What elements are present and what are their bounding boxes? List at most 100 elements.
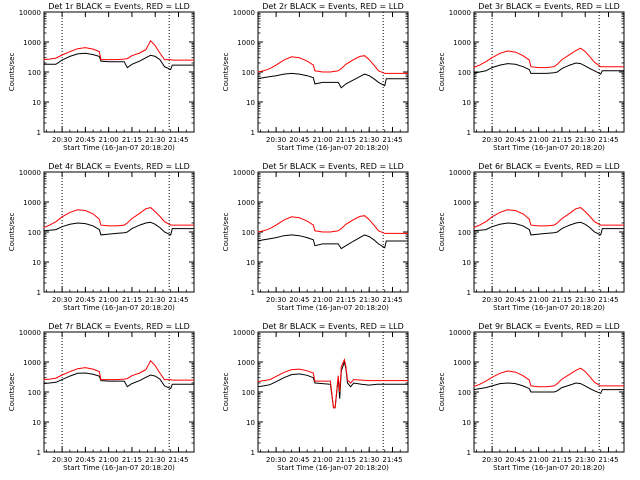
x-tick-label: 21:00 <box>313 136 333 144</box>
y-tick-label: 1 <box>251 129 255 137</box>
x-tick-label: 21:45 <box>168 136 188 144</box>
events-series-line <box>257 234 408 250</box>
lld-series-line <box>43 359 194 381</box>
y-tick-label: 100 <box>28 229 41 237</box>
lld-series-line <box>473 47 624 69</box>
x-tick-label: 21:00 <box>529 456 549 464</box>
panel-9: Det 9r BLACK = Events, RED = LLD 1 10 100 10… <box>438 322 625 472</box>
x-tick-label: 20:30 <box>266 136 286 144</box>
x-tick-label: 21:15 <box>122 136 142 144</box>
x-tick-label: 20:30 <box>52 296 72 304</box>
y-tick-label: 1000 <box>23 39 41 47</box>
y-axis-label: Counts/sec <box>438 53 446 92</box>
x-tick-label: 21:30 <box>575 296 595 304</box>
y-tick-label: 1000 <box>237 39 255 47</box>
y-tick-label: 10000 <box>19 9 41 17</box>
x-tick-label: 21:00 <box>529 136 549 144</box>
panel-7: Det 7r BLACK = Events, RED = LLD 1 10 100 10… <box>8 322 195 472</box>
panel-2: Det 2r BLACK = Events, RED = LLD 1 10 100 10… <box>222 2 409 152</box>
x-tick-label: 21:45 <box>598 456 618 464</box>
x-tick-label: 21:30 <box>575 136 595 144</box>
x-tick-label: 21:45 <box>382 456 402 464</box>
x-tick-label: 21:15 <box>122 296 142 304</box>
y-tick-label: 1000 <box>237 359 255 367</box>
y-axis-label: Counts/sec <box>8 373 16 412</box>
x-tick-label: 21:15 <box>122 456 142 464</box>
x-tick-label: 20:30 <box>52 136 72 144</box>
y-tick-label: 10 <box>246 419 255 427</box>
x-tick-label: 20:30 <box>266 456 286 464</box>
events-series-line <box>473 382 624 395</box>
y-tick-label: 10 <box>462 259 471 267</box>
x-tick-label: 20:30 <box>266 296 286 304</box>
x-tick-label: 21:00 <box>99 136 119 144</box>
x-tick-label: 21:45 <box>168 296 188 304</box>
events-series-line <box>257 72 408 89</box>
events-series-line <box>473 221 624 236</box>
x-tick-label: 21:15 <box>336 456 356 464</box>
y-tick-label: 1000 <box>23 199 41 207</box>
y-axis-label: Counts/sec <box>222 373 230 412</box>
x-tick-label: 20:30 <box>482 136 502 144</box>
x-tick-label: 20:45 <box>505 296 525 304</box>
y-tick-label: 10 <box>462 99 471 107</box>
x-tick-label: 20:30 <box>52 456 72 464</box>
x-tick-label: 21:15 <box>552 136 572 144</box>
y-tick-label: 1000 <box>453 39 471 47</box>
x-axis-label: Start Time (16-Jan-07 20:18:20) <box>277 464 389 472</box>
y-tick-label: 100 <box>28 69 41 77</box>
panel-title: Det 4r BLACK = Events, RED = LLD <box>48 162 190 171</box>
y-tick-label: 10000 <box>19 329 41 337</box>
x-tick-label: 21:15 <box>336 136 356 144</box>
x-tick-label: 20:45 <box>289 456 309 464</box>
x-tick-label: 20:45 <box>289 296 309 304</box>
plot-frame <box>257 331 409 453</box>
x-tick-label: 21:15 <box>552 456 572 464</box>
y-axis-label: Counts/sec <box>438 213 446 252</box>
x-axis-label: Start Time (16-Jan-07 20:18:20) <box>493 304 605 312</box>
x-tick-label: 21:00 <box>313 296 333 304</box>
panel-title: Det 9r BLACK = Events, RED = LLD <box>478 322 620 331</box>
panel-6: Det 6r BLACK = Events, RED = LLD 1 10 100 10… <box>438 162 625 312</box>
y-tick-label: 10000 <box>19 169 41 177</box>
y-tick-label: 10 <box>246 259 255 267</box>
y-tick-label: 10000 <box>233 169 255 177</box>
x-axis-label: Start Time (16-Jan-07 20:18:20) <box>277 144 389 152</box>
panel-5: Det 5r BLACK = Events, RED = LLD 1 10 100 10… <box>222 162 409 312</box>
lld-series-line <box>257 55 408 74</box>
x-tick-label: 20:45 <box>505 456 525 464</box>
x-tick-label: 21:30 <box>359 296 379 304</box>
x-tick-label: 20:45 <box>75 296 95 304</box>
x-tick-label: 20:45 <box>75 456 95 464</box>
x-axis-label: Start Time (16-Jan-07 20:18:20) <box>277 304 389 312</box>
panel-3: Det 3r BLACK = Events, RED = LLD 1 10 100 10… <box>438 2 625 152</box>
x-tick-label: 21:00 <box>99 296 119 304</box>
x-axis-label: Start Time (16-Jan-07 20:18:20) <box>493 464 605 472</box>
x-tick-label: 20:45 <box>505 136 525 144</box>
y-tick-label: 10 <box>32 259 41 267</box>
x-tick-label: 21:30 <box>359 136 379 144</box>
x-tick-label: 21:45 <box>168 456 188 464</box>
y-tick-label: 1000 <box>237 199 255 207</box>
x-axis-label: Start Time (16-Jan-07 20:18:20) <box>63 304 175 312</box>
panel-title: Det 5r BLACK = Events, RED = LLD <box>262 162 404 171</box>
panel-title: Det 3r BLACK = Events, RED = LLD <box>478 2 620 11</box>
y-axis-label: Counts/sec <box>8 53 16 92</box>
y-tick-label: 1 <box>37 129 41 137</box>
y-tick-label: 100 <box>242 389 255 397</box>
events-series-line <box>473 62 624 75</box>
x-tick-label: 21:30 <box>359 456 379 464</box>
y-tick-label: 10000 <box>449 169 471 177</box>
lld-series-line <box>43 39 194 61</box>
y-tick-label: 1 <box>251 289 255 297</box>
y-tick-label: 10000 <box>449 9 471 17</box>
y-tick-label: 1000 <box>453 199 471 207</box>
y-tick-label: 10 <box>32 99 41 107</box>
x-tick-label: 21:45 <box>598 296 618 304</box>
y-tick-label: 100 <box>458 229 471 237</box>
y-tick-label: 10000 <box>449 329 471 337</box>
y-tick-label: 1 <box>37 289 41 297</box>
events-series-line <box>43 52 194 71</box>
y-axis-label: Counts/sec <box>222 53 230 92</box>
y-tick-label: 1000 <box>23 359 41 367</box>
